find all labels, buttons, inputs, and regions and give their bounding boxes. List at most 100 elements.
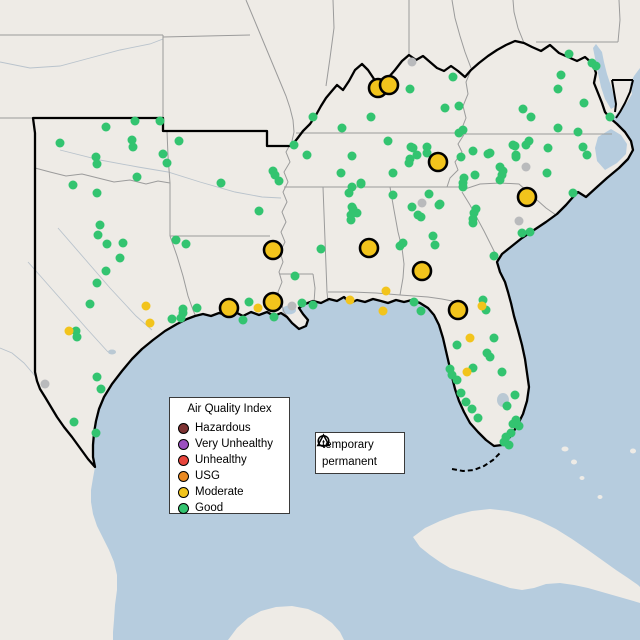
aqi-marker[interactable] xyxy=(118,238,128,248)
aqi-marker[interactable] xyxy=(92,372,102,382)
aqi-marker[interactable] xyxy=(383,136,393,146)
aqi-marker[interactable] xyxy=(378,74,400,96)
aqi-marker[interactable] xyxy=(502,401,512,411)
aqi-marker[interactable] xyxy=(171,235,181,245)
aqi-marker[interactable] xyxy=(489,333,499,343)
aqi-marker[interactable] xyxy=(115,253,125,263)
aqi-marker[interactable] xyxy=(458,182,468,192)
aqi-marker[interactable] xyxy=(262,239,284,261)
aqi-marker[interactable] xyxy=(448,72,458,82)
aqi-marker[interactable] xyxy=(93,230,103,240)
aqi-marker[interactable] xyxy=(518,104,528,114)
aqi-marker[interactable] xyxy=(101,266,111,276)
aqi-marker[interactable] xyxy=(253,303,263,313)
aqi-marker[interactable] xyxy=(434,200,444,210)
aqi-marker[interactable] xyxy=(573,127,583,137)
aqi-marker[interactable] xyxy=(181,239,191,249)
aqi-marker[interactable] xyxy=(254,206,264,216)
aqi-marker[interactable] xyxy=(155,116,165,126)
aqi-marker[interactable] xyxy=(162,158,172,168)
aqi-marker[interactable] xyxy=(55,138,65,148)
aqi-marker[interactable] xyxy=(366,112,376,122)
aqi-marker[interactable] xyxy=(102,239,112,249)
aqi-marker[interactable] xyxy=(468,146,478,156)
aqi-marker[interactable] xyxy=(411,260,433,282)
aqi-marker[interactable] xyxy=(96,384,106,394)
aqi-marker[interactable] xyxy=(542,168,552,178)
aqi-marker[interactable] xyxy=(336,168,346,178)
aqi-marker[interactable] xyxy=(92,188,102,198)
aqi-marker[interactable] xyxy=(238,315,248,325)
aqi-marker[interactable] xyxy=(91,152,101,162)
aqi-marker[interactable] xyxy=(582,150,592,160)
aqi-marker[interactable] xyxy=(95,220,105,230)
aqi-marker[interactable] xyxy=(407,202,417,212)
aqi-marker[interactable] xyxy=(167,314,177,324)
aqi-marker[interactable] xyxy=(525,227,535,237)
aqi-marker[interactable] xyxy=(345,295,355,305)
aqi-marker[interactable] xyxy=(408,143,418,153)
aqi-marker[interactable] xyxy=(287,301,297,311)
aqi-marker[interactable] xyxy=(456,152,466,162)
aqi-marker[interactable] xyxy=(388,168,398,178)
aqi-marker[interactable] xyxy=(64,326,74,336)
aqi-marker[interactable] xyxy=(417,198,427,208)
aqi-marker[interactable] xyxy=(452,375,462,385)
aqi-marker[interactable] xyxy=(216,178,226,188)
aqi-marker[interactable] xyxy=(346,210,356,220)
aqi-marker[interactable] xyxy=(244,297,254,307)
aqi-marker[interactable] xyxy=(127,135,137,145)
aqi-marker[interactable] xyxy=(452,340,462,350)
aqi-marker[interactable] xyxy=(510,390,520,400)
aqi-marker[interactable] xyxy=(424,189,434,199)
aqi-marker[interactable] xyxy=(591,61,601,71)
aqi-marker[interactable] xyxy=(428,231,438,241)
aqi-marker[interactable] xyxy=(269,312,279,322)
aqi-marker[interactable] xyxy=(504,440,514,450)
aqi-marker[interactable] xyxy=(497,367,507,377)
aqi-marker[interactable] xyxy=(72,332,82,342)
aqi-marker[interactable] xyxy=(556,70,566,80)
aqi-marker[interactable] xyxy=(526,112,536,122)
aqi-marker[interactable] xyxy=(68,180,78,190)
aqi-marker[interactable] xyxy=(262,291,284,313)
aqi-marker[interactable] xyxy=(483,149,493,159)
aqi-marker[interactable] xyxy=(289,140,299,150)
aqi-marker[interactable] xyxy=(358,237,380,259)
aqi-marker[interactable] xyxy=(40,379,50,389)
aqi-marker[interactable] xyxy=(274,176,284,186)
aqi-marker[interactable] xyxy=(416,306,426,316)
aqi-marker[interactable] xyxy=(405,84,415,94)
aqi-marker[interactable] xyxy=(192,303,202,313)
aqi-marker[interactable] xyxy=(468,214,478,224)
aqi-marker[interactable] xyxy=(470,170,480,180)
aqi-marker[interactable] xyxy=(297,298,307,308)
aqi-marker[interactable] xyxy=(302,150,312,160)
aqi-marker[interactable] xyxy=(344,188,354,198)
aqi-marker[interactable] xyxy=(485,352,495,362)
aqi-marker[interactable] xyxy=(473,413,483,423)
aqi-marker[interactable] xyxy=(308,300,318,310)
aqi-marker[interactable] xyxy=(521,140,531,150)
aqi-marker[interactable] xyxy=(427,151,449,173)
aqi-marker[interactable] xyxy=(218,297,240,319)
aqi-marker[interactable] xyxy=(176,313,186,323)
aqi-marker[interactable] xyxy=(605,112,615,122)
aqi-marker[interactable] xyxy=(412,150,422,160)
aqi-marker[interactable] xyxy=(477,301,487,311)
aqi-marker[interactable] xyxy=(174,136,184,146)
aqi-marker[interactable] xyxy=(454,101,464,111)
aqi-marker[interactable] xyxy=(495,162,505,172)
aqi-marker[interactable] xyxy=(578,142,588,152)
aqi-marker[interactable] xyxy=(132,172,142,182)
aqi-marker[interactable] xyxy=(92,159,102,169)
aqi-marker[interactable] xyxy=(91,428,101,438)
aqi-marker[interactable] xyxy=(130,116,140,126)
aqi-marker[interactable] xyxy=(158,149,168,159)
aqi-marker[interactable] xyxy=(516,186,538,208)
aqi-marker[interactable] xyxy=(461,397,471,407)
aqi-marker[interactable] xyxy=(447,299,469,321)
aqi-marker[interactable] xyxy=(564,49,574,59)
aqi-marker[interactable] xyxy=(308,112,318,122)
